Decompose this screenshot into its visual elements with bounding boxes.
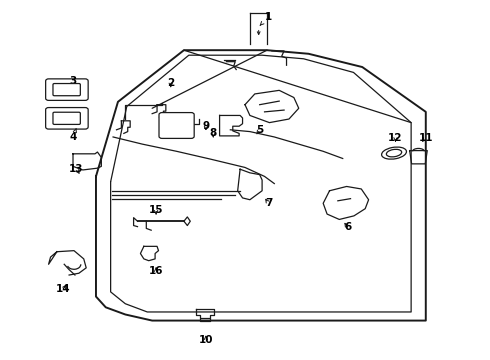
Text: 13: 13 bbox=[69, 164, 84, 174]
Text: 10: 10 bbox=[198, 334, 213, 345]
Text: 12: 12 bbox=[388, 133, 403, 143]
FancyBboxPatch shape bbox=[46, 79, 88, 100]
Text: 3: 3 bbox=[70, 76, 76, 89]
Text: 5: 5 bbox=[256, 125, 263, 135]
FancyBboxPatch shape bbox=[53, 112, 80, 125]
Text: 6: 6 bbox=[344, 222, 351, 232]
Text: 7: 7 bbox=[265, 198, 272, 208]
Ellipse shape bbox=[382, 147, 407, 159]
Text: 15: 15 bbox=[149, 206, 163, 216]
Text: 14: 14 bbox=[56, 284, 71, 294]
Text: 4: 4 bbox=[69, 129, 77, 142]
Ellipse shape bbox=[387, 149, 402, 157]
Text: 1: 1 bbox=[260, 12, 272, 26]
Text: 8: 8 bbox=[210, 129, 217, 138]
Text: 11: 11 bbox=[418, 133, 433, 143]
Text: 2: 2 bbox=[167, 78, 174, 88]
Text: 16: 16 bbox=[149, 266, 163, 276]
Text: 9: 9 bbox=[202, 121, 209, 131]
FancyBboxPatch shape bbox=[53, 84, 80, 96]
FancyBboxPatch shape bbox=[159, 113, 194, 138]
FancyBboxPatch shape bbox=[46, 108, 88, 129]
